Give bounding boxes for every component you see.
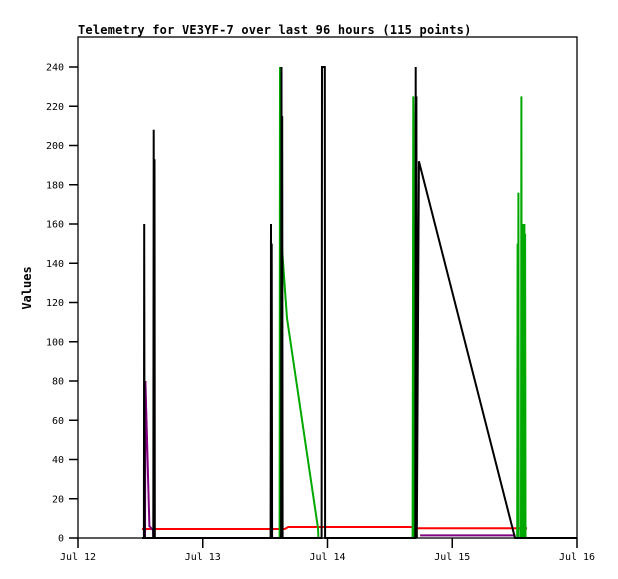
y-tick-label: 40 <box>52 455 64 466</box>
x-tick-label: Jul 16 <box>559 552 595 563</box>
y-tick-label: 100 <box>46 337 64 348</box>
y-tick-label: 200 <box>46 141 64 152</box>
y-tick-label: 20 <box>52 494 64 505</box>
x-tick-label: Jul 13 <box>185 552 221 563</box>
y-tick-label: 0 <box>58 534 64 545</box>
x-tick-label: Jul 14 <box>309 552 345 563</box>
x-tick-label: Jul 15 <box>434 552 470 563</box>
y-tick-label: 180 <box>46 180 64 191</box>
y-tick-label: 160 <box>46 220 64 231</box>
y-tick-label: 220 <box>46 102 64 113</box>
series-green-line <box>516 96 527 539</box>
series-purple-line <box>144 380 155 539</box>
series-black-line <box>142 66 577 539</box>
chart-title: Telemetry for VE3YF-7 over last 96 hours… <box>78 23 472 37</box>
series-green-line <box>278 66 320 539</box>
y-tick-label: 240 <box>46 63 64 74</box>
x-tick-label: Jul 12 <box>60 552 96 563</box>
y-tick-label: 140 <box>46 259 64 270</box>
y-tick-label: 80 <box>52 377 64 388</box>
y-tick-label: 120 <box>46 298 64 309</box>
y-tick-label: 60 <box>52 416 64 427</box>
series-green-line <box>411 96 416 539</box>
series-red-line <box>142 526 527 530</box>
